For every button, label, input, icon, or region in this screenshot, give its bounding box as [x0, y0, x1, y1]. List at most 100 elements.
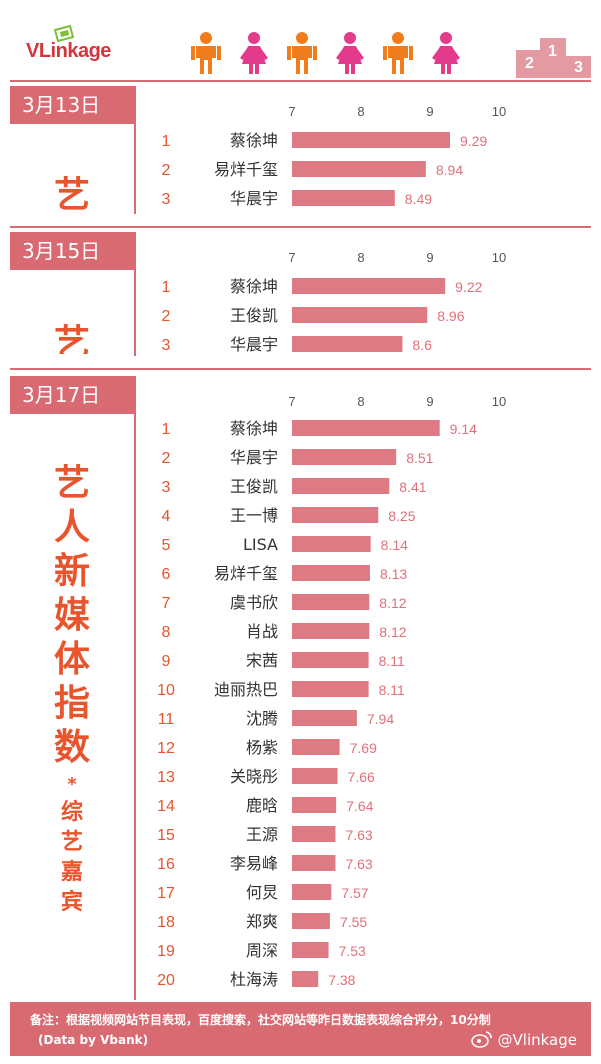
side-title-char: 媒: [53, 595, 90, 636]
bar: [292, 855, 336, 871]
category-label: 虞书欣: [230, 593, 278, 612]
tick-label: 9: [426, 104, 433, 119]
section-mar13: 3月13日 艺 7 8 9 10 1 蔡徐坤 9.29 2 易烊千玺 8.94 3 华晨宇 8.49: [10, 80, 591, 214]
category-label: 郑爽: [246, 912, 278, 931]
category-label: 华晨宇: [230, 335, 278, 354]
tick-label: 7: [288, 104, 295, 119]
tick-label: 10: [492, 250, 506, 265]
person-male-icon: [191, 32, 221, 74]
rank-label: 2: [162, 450, 171, 467]
category-label: 王俊凯: [230, 306, 278, 325]
bar: [292, 161, 426, 177]
side-title-char: 数: [53, 727, 90, 768]
rank-label: 2: [162, 162, 171, 179]
bar: [292, 565, 370, 581]
value-label: 8.94: [436, 162, 463, 178]
value-label: 7.66: [348, 769, 375, 785]
category-label: 李易峰: [230, 854, 278, 873]
bar: [292, 971, 319, 987]
tick-label: 10: [492, 104, 506, 119]
value-label: 7.55: [340, 914, 367, 930]
side-title-main-text: 艺人新媒体指数: [40, 462, 104, 770]
value-label: 8.14: [381, 537, 408, 553]
rank-label: 8: [162, 624, 171, 641]
rank-label: 6: [162, 566, 171, 583]
side-title-char: 新: [53, 551, 90, 592]
category-label: 蔡徐坤: [230, 277, 278, 296]
side-title-fragment-2: 艺: [40, 322, 104, 354]
category-label: 王俊凯: [230, 477, 278, 496]
side-title-fragment-2-text: 艺: [53, 323, 90, 354]
side-title-sub-char: 宾: [60, 890, 83, 915]
value-label: 8.11: [379, 653, 405, 669]
podium-icon: 2 1 3: [516, 38, 591, 78]
bar: [292, 536, 371, 552]
bar: [292, 449, 397, 465]
category-label: 关晓彤: [230, 767, 278, 786]
side-title-char: 指: [53, 683, 90, 724]
value-label: 8.51: [406, 450, 433, 466]
bar: [292, 594, 370, 610]
category-label: 迪丽热巴: [214, 680, 278, 699]
footer-note: 备注：根据视频网站节目表现，百度搜索，社交网站等昨日数据表现综合评分，10分制: [30, 1013, 491, 1027]
rank-label: 12: [157, 740, 175, 757]
bar: [292, 478, 390, 494]
rank-label: 20: [157, 972, 175, 989]
rank-label: 7: [162, 595, 171, 612]
person-male-icon: [383, 32, 413, 74]
side-title-fragment-text: 艺: [53, 175, 90, 214]
value-label: 7.63: [345, 827, 372, 843]
rank-label: 18: [157, 914, 175, 931]
rank-label: 19: [157, 943, 175, 960]
bar: [292, 768, 338, 784]
bar: [292, 739, 340, 755]
bar: [292, 942, 329, 958]
rank-label: 1: [162, 421, 171, 438]
bar: [292, 797, 337, 813]
value-label: 7.69: [350, 740, 377, 756]
category-label: 肖战: [246, 622, 278, 641]
value-label: 9.14: [450, 421, 477, 437]
rank-label: 16: [157, 856, 175, 873]
value-label: 8.13: [380, 566, 407, 582]
value-label: 7.57: [341, 885, 368, 901]
side-title-sub-char: 嘉: [60, 860, 83, 885]
bar: [292, 278, 446, 294]
value-label: 8.11: [379, 682, 405, 698]
bar: [292, 826, 336, 842]
value-label: 8.96: [437, 308, 464, 324]
category-label: 宋茜: [246, 651, 278, 670]
value-label: 8.12: [379, 624, 406, 640]
rank-label: 1: [162, 133, 171, 150]
footer-data-by: (Data by Vbank): [38, 1033, 149, 1047]
side-title-fragment: 艺: [40, 174, 104, 214]
tick-label: 10: [492, 394, 506, 409]
value-label: 7.53: [339, 943, 366, 959]
tick-label: 7: [288, 394, 295, 409]
rank-label: 3: [162, 191, 171, 208]
bar: [292, 710, 357, 726]
side-title-char: 人: [53, 507, 90, 548]
value-label: 8.25: [388, 508, 415, 524]
category-label: 杜海涛: [230, 970, 278, 989]
bar: [292, 420, 440, 436]
bar: [292, 884, 332, 900]
bar: [292, 190, 395, 206]
side-title-sub: 综艺嘉宾: [40, 798, 104, 918]
rank-label: 11: [158, 711, 175, 728]
bar: [292, 623, 370, 639]
weibo-handle: @Vlinkage: [470, 1030, 577, 1049]
category-label: 蔡徐坤: [230, 419, 278, 438]
rank-label: 4: [162, 508, 171, 525]
category-label: 华晨宇: [230, 189, 278, 208]
value-label: 8.12: [379, 595, 406, 611]
weibo-icon: [470, 1031, 492, 1048]
side-title-main: 艺人新媒体指数 * 综艺嘉宾: [40, 462, 104, 918]
tick-label: 7: [288, 250, 295, 265]
rank-label: 10: [157, 682, 175, 699]
category-label: 王源: [246, 825, 278, 844]
tick-label: 8: [357, 104, 364, 119]
rank-label: 1: [162, 279, 171, 296]
tick-label: 9: [426, 250, 433, 265]
tick-label: 9: [426, 394, 433, 409]
